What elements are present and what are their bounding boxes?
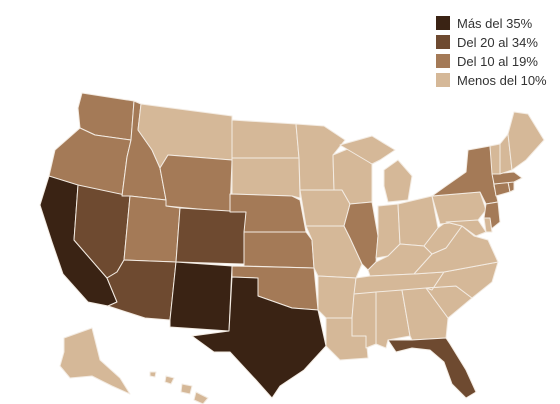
state-co: [175, 207, 247, 265]
legend-item: Más del 35%: [436, 15, 547, 31]
state-pa: [431, 191, 487, 225]
state-tx: [191, 276, 327, 399]
state-ks: [243, 231, 315, 269]
state-ia: [299, 189, 351, 227]
state-hi: [149, 371, 209, 404]
legend-item: Menos del 10%: [436, 72, 547, 88]
legend-label: Del 20 al 34%: [457, 34, 538, 50]
legend-label: Menos del 10%: [457, 72, 547, 88]
state-ar: [317, 275, 357, 319]
legend-swatch: [436, 16, 450, 30]
state-fl: [387, 337, 477, 399]
legend-swatch: [436, 54, 450, 68]
state-md: [445, 219, 487, 237]
legend: Más del 35% Del 20 al 34% Del 10 al 19% …: [436, 15, 547, 88]
state-ma: [491, 171, 523, 185]
state-nm: [169, 261, 233, 332]
state-mi: [339, 135, 413, 203]
state-ak: [59, 327, 131, 395]
state-sd: [231, 157, 301, 199]
legend-swatch: [436, 73, 450, 87]
state-de: [483, 217, 493, 233]
legend-item: Del 20 al 34%: [436, 34, 547, 50]
legend-swatch: [436, 35, 450, 49]
state-vt: [489, 143, 501, 175]
legend-label: Más del 35%: [457, 15, 533, 31]
state-wy: [159, 154, 233, 213]
state-nd: [231, 119, 300, 159]
legend-item: Del 10 al 19%: [436, 53, 547, 69]
state-me: [507, 111, 545, 171]
legend-label: Del 10 al 19%: [457, 53, 538, 69]
